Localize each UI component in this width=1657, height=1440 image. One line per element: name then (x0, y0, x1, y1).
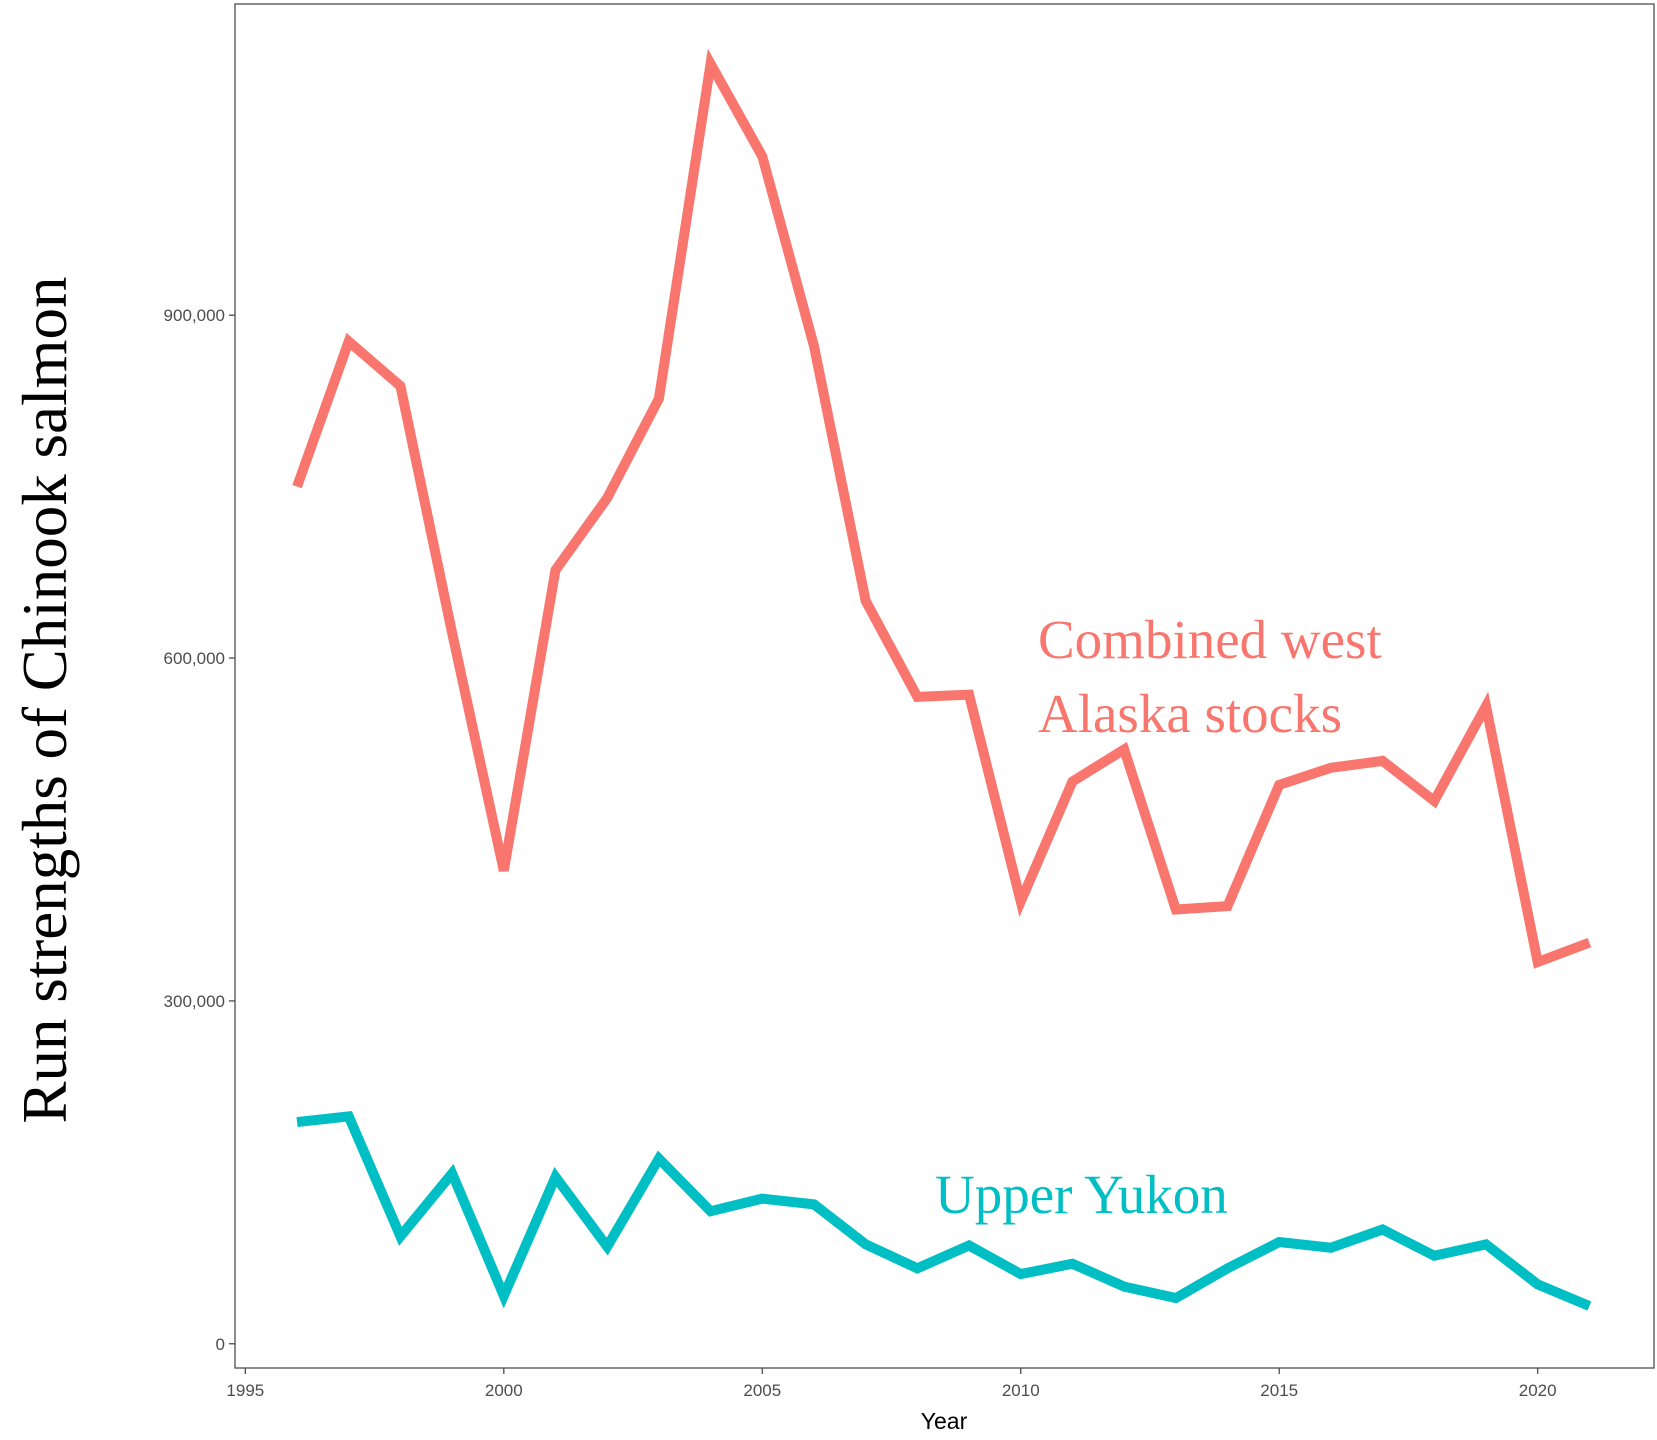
annotation: Combined west (1038, 609, 1382, 670)
x-tick-label: 2015 (1260, 1381, 1298, 1400)
x-axis-title: Year (921, 1408, 968, 1434)
series-line (296, 1110, 1592, 1311)
y-tick-label: 0 (216, 1335, 225, 1354)
y-tick-label: 900,000 (164, 306, 225, 325)
series-line (292, 48, 1592, 969)
x-tick-label: 2010 (1002, 1381, 1040, 1400)
y-tick-label: 300,000 (164, 992, 225, 1011)
x-tick-label: 2005 (743, 1381, 781, 1400)
annotation: Upper Yukon (935, 1164, 1228, 1225)
y-tick-label: 600,000 (164, 649, 225, 668)
plot-frame (234, 3, 1655, 1369)
y-axis-title: Run strengths of Chinook salmon (10, 277, 80, 1124)
x-tick-label: 1995 (226, 1381, 264, 1400)
x-tick-label: 2000 (485, 1381, 523, 1400)
annotation: Alaska stocks (1038, 683, 1342, 744)
x-tick-label: 2020 (1519, 1381, 1557, 1400)
